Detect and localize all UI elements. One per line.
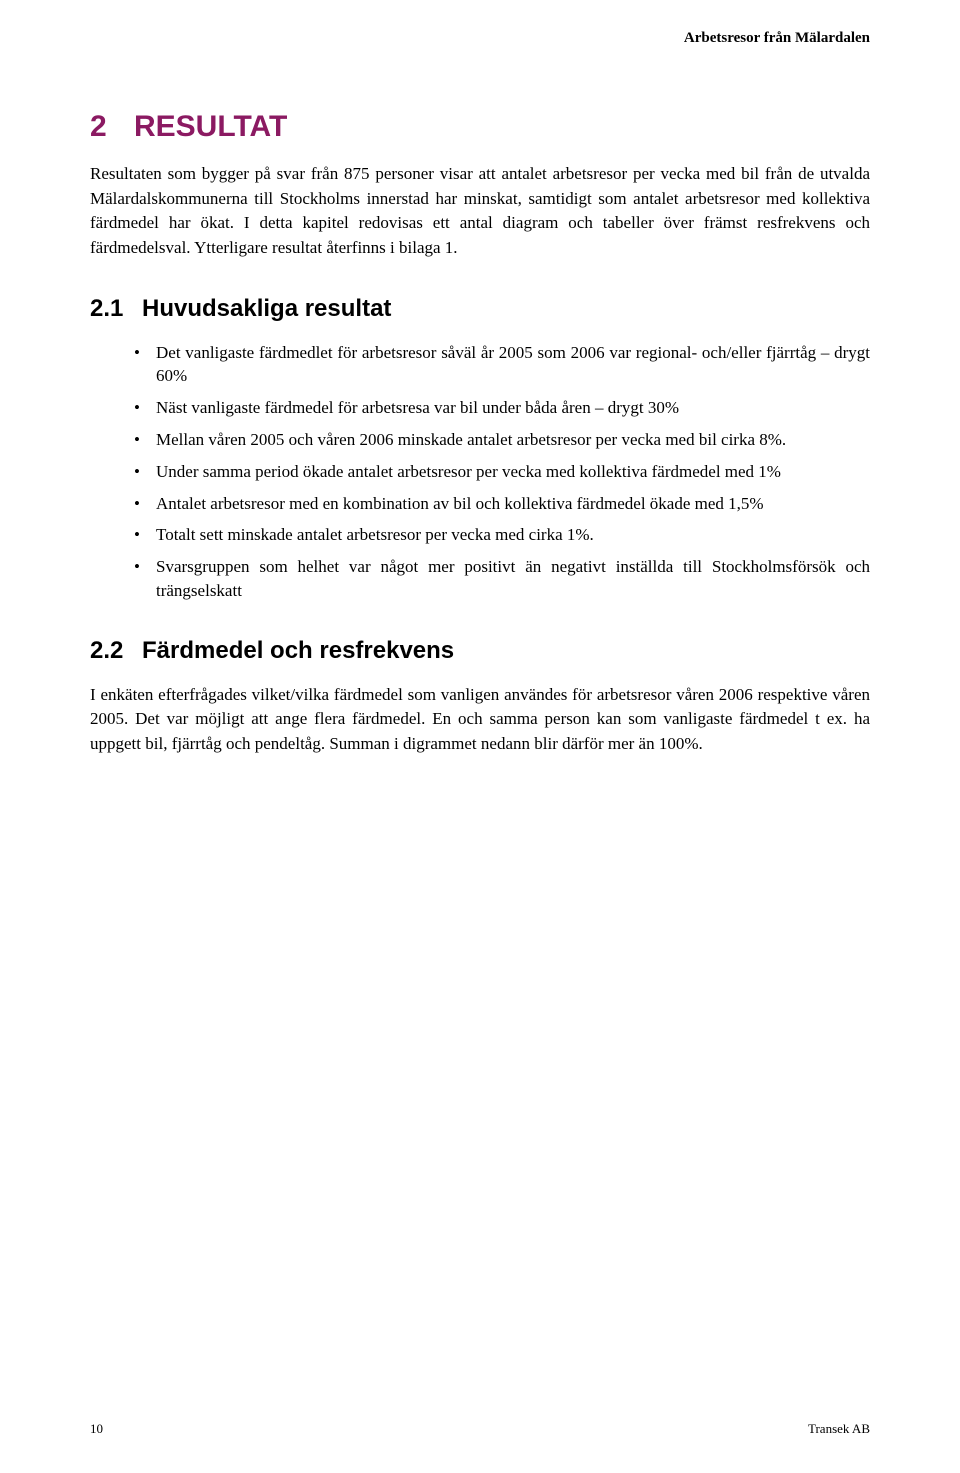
list-item: Det vanligaste färdmedlet för arbetsreso… [134,341,870,389]
heading-level-2: 2.2Färdmedel och resfrekvens [90,637,870,665]
section-title: Huvudsakliga resultat [142,295,391,322]
section-number: 2.2 [90,637,142,665]
list-item: Antalet arbetsresor med en kombination a… [134,492,870,516]
intro-paragraph: Resultaten som bygger på svar från 875 p… [90,162,870,261]
section-number: 2.1 [90,295,142,323]
heading-level-2: 2.1Huvudsakliga resultat [90,295,870,323]
running-header: Arbetsresor från Mälardalen [684,30,870,47]
section-number: 2 [90,110,134,144]
list-item: Svarsgruppen som helhet var något mer po… [134,555,870,603]
document-page: Arbetsresor från Mälardalen 2RESULTAT Re… [0,0,960,1473]
section-title: RESULTAT [134,110,287,143]
page-footer: 10 Transek AB [90,1421,870,1437]
page-number: 10 [90,1421,103,1437]
list-item: Näst vanligaste färdmedel för arbetsresa… [134,396,870,420]
body-paragraph: I enkäten efterfrågades vilket/vilka fär… [90,683,870,757]
list-item: Totalt sett minskade antalet arbetsresor… [134,523,870,547]
bullet-list: Det vanligaste färdmedlet för arbetsreso… [90,341,870,603]
list-item: Under samma period ökade antalet arbetsr… [134,460,870,484]
publisher-label: Transek AB [808,1421,870,1437]
list-item: Mellan våren 2005 och våren 2006 minskad… [134,428,870,452]
section-title: Färdmedel och resfrekvens [142,637,454,664]
heading-level-1: 2RESULTAT [90,110,870,144]
